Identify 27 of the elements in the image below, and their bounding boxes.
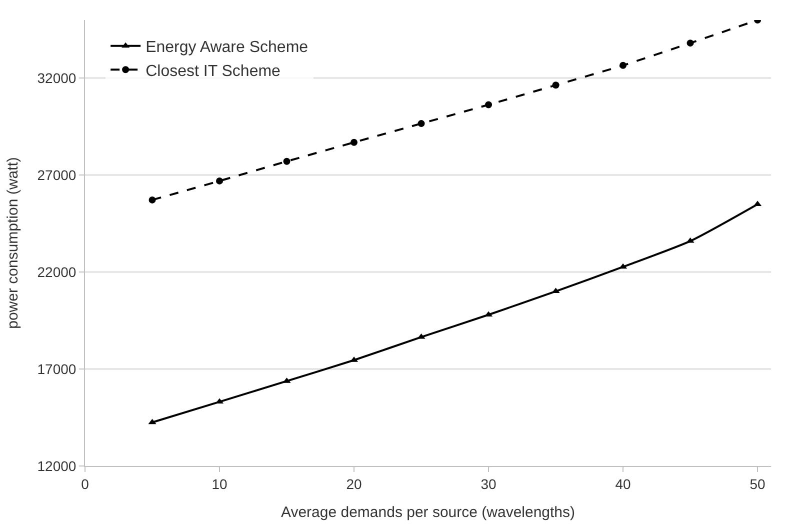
point [350, 138, 358, 146]
x-tick-label: 10 [212, 476, 228, 492]
y-axis-title: power consumption (watt) [4, 157, 22, 329]
x-tick-label: 50 [750, 476, 766, 492]
y-tick-label: 12000 [37, 458, 76, 474]
y-tick-label: 32000 [37, 70, 76, 86]
y-tick-label: 27000 [37, 167, 76, 184]
point [148, 196, 156, 204]
point [552, 82, 560, 89]
y-tick-label: 22000 [37, 264, 76, 280]
x-tick-label: 30 [480, 476, 497, 492]
legend-label: Energy Aware Scheme [146, 39, 308, 56]
legend-label: Closest IT Scheme [146, 62, 281, 80]
point [283, 158, 290, 165]
point [552, 288, 560, 294]
point [418, 120, 425, 128]
point [216, 177, 224, 184]
y-tick-label: 17000 [37, 360, 76, 377]
x-tick-label: 20 [346, 476, 362, 492]
x-axis-title: Average demands per source (wavelengths) [280, 504, 576, 521]
point [485, 101, 492, 108]
point [620, 62, 627, 69]
point [148, 418, 156, 424]
x-tick-label: 0 [81, 476, 90, 492]
point [619, 263, 628, 269]
x-tick-label: 40 [615, 476, 632, 492]
point [686, 40, 694, 47]
